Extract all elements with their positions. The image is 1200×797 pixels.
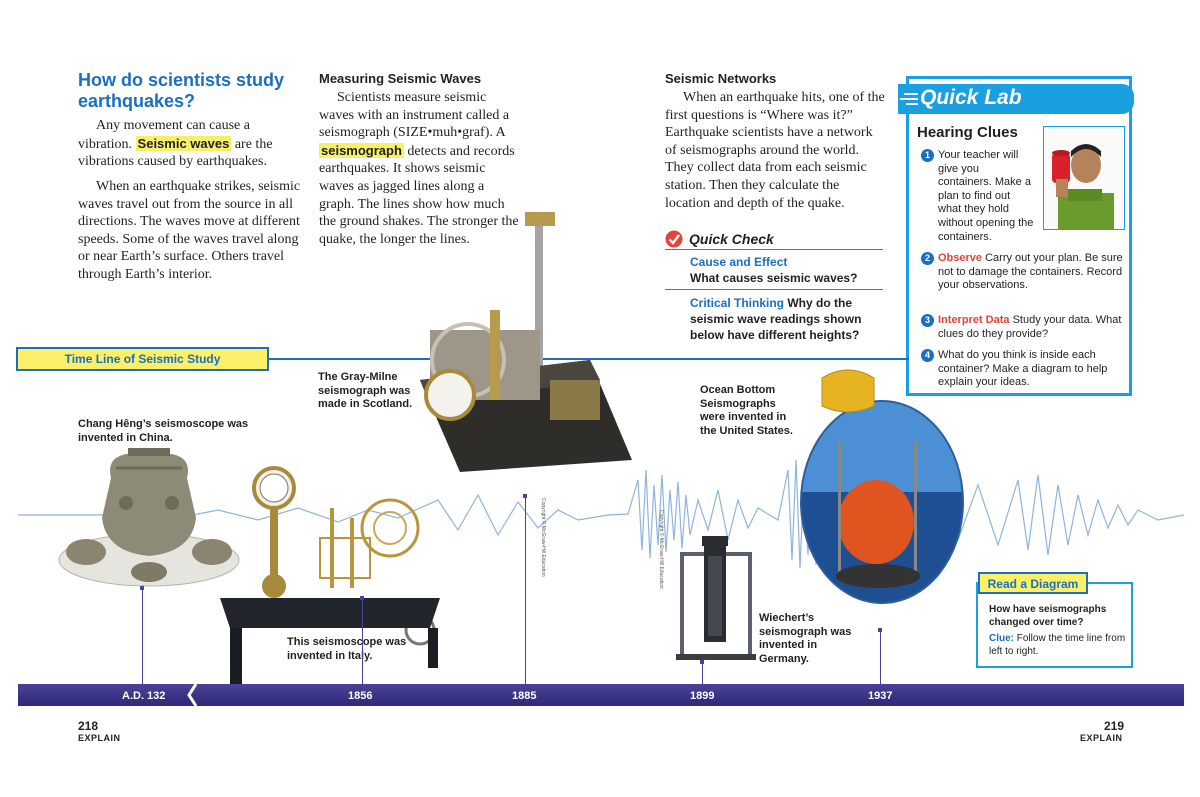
read-diagram-box <box>976 582 1133 668</box>
step-number-4: 4 <box>921 349 934 362</box>
read-diagram-label-box <box>978 572 1088 594</box>
lab-step-1: Your teacher will give you containers. M… <box>938 149 1034 243</box>
caption-china: Chang Hêng’s seismoscope was invented in… <box>78 418 249 444</box>
quick-lab-subtitle: Hearing Clues <box>917 124 1018 141</box>
critical-thinking-label: Critical Thinking <box>690 296 785 310</box>
tick-1885 <box>525 498 526 684</box>
caption-usa: Ocean Bottom Seismographs were invented … <box>700 384 793 437</box>
boy-with-container-photo <box>1043 126 1125 230</box>
term-seismic-waves: Seismic waves <box>135 135 232 151</box>
timeline-rule <box>269 358 909 360</box>
tick-1937 <box>880 632 881 684</box>
year-132: A.D. 132 <box>122 690 166 702</box>
intro-text-a: Any movement can cause a vibration. <box>78 118 250 152</box>
year-1856: 1856 <box>348 690 373 702</box>
lab-step-3: Interpret Data Study your data. What clu… <box>938 314 1130 341</box>
step-number-2: 2 <box>921 252 934 265</box>
read-diagram-clue: Clue: Follow the time line from left to … <box>989 632 1127 658</box>
checkmark-icon <box>665 230 683 248</box>
cause-effect-label: Cause and Effect <box>690 255 788 269</box>
speed-lines-icon <box>900 92 920 106</box>
tick-1856 <box>362 600 363 684</box>
page-number-left: 218 <box>78 719 99 733</box>
caption-scotland: The Gray-Milne seismograph was made in S… <box>318 371 413 411</box>
critical-thinking: Critical Thinking Why do the seismic wav… <box>690 295 885 343</box>
year-1937: 1937 <box>868 690 893 702</box>
explain-label-right: EXPLAIN <box>1080 733 1123 743</box>
tick-dot-1885 <box>523 494 527 498</box>
waves-paragraph: When an earthquake strikes, seismic wave… <box>78 179 301 282</box>
ocean-bottom-seismograph-image <box>798 362 966 604</box>
tick-dot-132 <box>140 586 144 590</box>
italian-seismoscope-image <box>200 458 450 686</box>
year-1899: 1899 <box>690 690 715 702</box>
timeline-break-icon <box>186 683 200 707</box>
step-number-1: 1 <box>921 149 934 162</box>
seismic-wave-illustration <box>18 440 1185 590</box>
measuring-text-a: Scientists measure seismic waves with an… <box>319 90 510 141</box>
cause-effect-question: What causes seismic waves? <box>690 271 858 285</box>
measuring-heading: Measuring Seismic Waves <box>319 71 482 86</box>
read-diagram-question: How have seismographs changed over time? <box>989 604 1107 628</box>
copyright-note-1: Copyright © McGraw-Hill Education <box>540 498 546 577</box>
timeline-label: Time Line of Seismic Study <box>64 352 221 366</box>
networks-paragraph: When an earthquake hits, one of the firs… <box>665 90 885 211</box>
caption-italy: This seismoscope was invented in Italy. <box>287 636 407 662</box>
tick-dot-1937 <box>878 628 882 632</box>
quick-check-title: Quick Check <box>689 231 774 247</box>
quick-check-rule <box>665 249 883 250</box>
tick-132 <box>142 590 143 684</box>
page-number-right: 219 <box>1104 719 1125 733</box>
clue-text: Follow the time line from left to right. <box>989 633 1126 657</box>
year-1885: 1885 <box>512 690 537 702</box>
clue-label: Clue: <box>989 633 1014 644</box>
gray-milne-seismograph-image <box>380 210 635 472</box>
critical-thinking-question: Why do the seismic wave readings shown b… <box>690 296 862 342</box>
interpret-data-label: Interpret Data <box>938 314 1010 326</box>
intro-paragraph: Any movement can cause a vibration. Seis… <box>78 117 303 171</box>
measuring-paragraph: Scientists measure seismic waves with an… <box>319 89 519 248</box>
networks-heading: Seismic Networks <box>665 71 777 86</box>
interpret-data-text: Study your data. What clues do they prov… <box>938 314 1122 340</box>
tick-dot-1856 <box>360 596 364 600</box>
explain-label-left: EXPLAIN <box>78 733 121 743</box>
lab-step-2: Observe Carry out your plan. Be sure not… <box>938 252 1130 293</box>
timeline-bar <box>18 684 1184 706</box>
term-seismograph: seismograph <box>319 142 404 158</box>
lab-step-4: What do you think is inside each contain… <box>938 349 1108 389</box>
copyright-note-2: Copyright © McGraw-Hill Education <box>658 510 664 589</box>
step-number-3: 3 <box>921 314 934 327</box>
observe-text: Carry out your plan. Be sure not to dama… <box>938 252 1123 292</box>
chinese-seismoscope-image <box>56 448 242 590</box>
quick-check-rule-2 <box>665 289 883 290</box>
tick-1899 <box>702 664 703 684</box>
quick-lab-title: Quick Lab <box>920 86 1022 109</box>
tick-dot-1899 <box>700 660 704 664</box>
intro-text-b: are the vibrations caused by earthquakes… <box>78 136 273 170</box>
measuring-text-b: detects and records earthquakes. It show… <box>319 143 519 247</box>
main-heading: How do scientists study earthquakes? <box>78 70 285 111</box>
timeline-label-box <box>16 347 269 371</box>
read-diagram-label: Read a Diagram <box>987 577 1079 591</box>
wiechert-seismograph-image <box>672 536 760 662</box>
quick-lab-banner <box>898 84 1134 114</box>
observe-label: Observe <box>938 252 983 264</box>
caption-germany: Wiechert’s seismograph was invented in G… <box>759 612 852 665</box>
